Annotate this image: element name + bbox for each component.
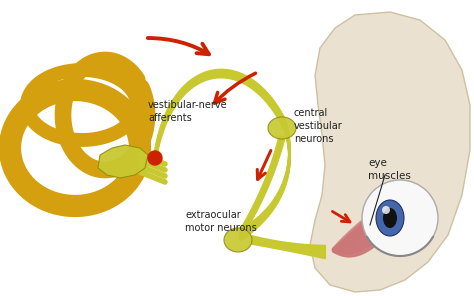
- Circle shape: [362, 180, 438, 256]
- Circle shape: [382, 206, 390, 214]
- Polygon shape: [310, 12, 470, 292]
- Text: extraocular
motor neurons: extraocular motor neurons: [185, 210, 257, 233]
- Text: eye
muscles: eye muscles: [368, 158, 411, 181]
- Text: vestibular-nerve
afferents: vestibular-nerve afferents: [148, 100, 228, 123]
- Ellipse shape: [383, 208, 397, 228]
- Circle shape: [148, 151, 162, 165]
- Text: central
vestibular
neurons: central vestibular neurons: [294, 108, 343, 144]
- Ellipse shape: [268, 117, 296, 139]
- Ellipse shape: [224, 228, 252, 252]
- Polygon shape: [98, 145, 148, 178]
- Ellipse shape: [376, 200, 404, 236]
